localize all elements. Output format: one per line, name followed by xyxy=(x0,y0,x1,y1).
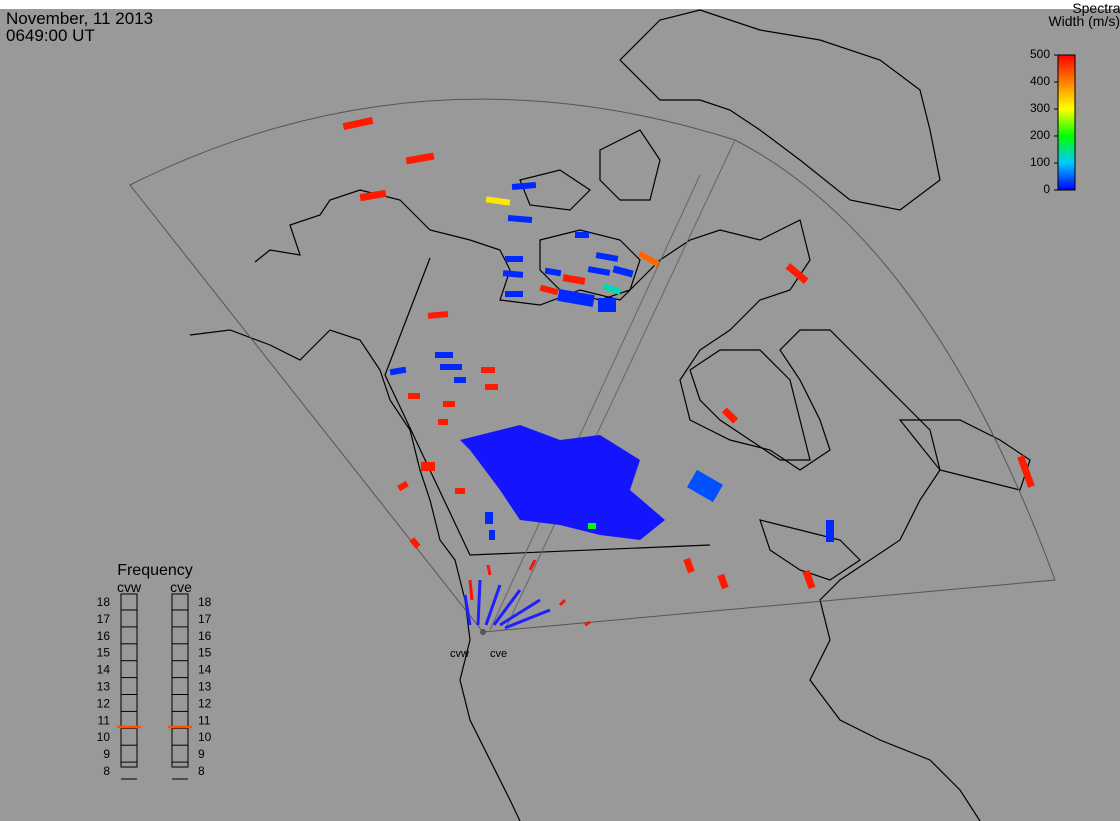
echo xyxy=(683,557,695,574)
echo xyxy=(721,407,739,424)
frequency-tick-label: 15 xyxy=(97,646,111,660)
frequency-tick-label: 8 xyxy=(198,764,205,778)
echo xyxy=(359,189,387,202)
echo xyxy=(485,196,511,206)
echo xyxy=(1017,455,1035,488)
echo xyxy=(489,530,495,540)
frequency-column xyxy=(171,593,189,768)
echo xyxy=(427,311,449,319)
echo xyxy=(717,573,729,590)
frequency-tick-label: 14 xyxy=(97,663,111,677)
echo xyxy=(505,291,523,297)
frequency-tick-label: 17 xyxy=(198,612,212,626)
echo xyxy=(612,265,634,278)
colorbar-tick-label: 0 xyxy=(1043,182,1050,196)
colorbar-tick-label: 400 xyxy=(1030,74,1050,88)
echo xyxy=(409,537,421,549)
colorbar xyxy=(1057,54,1076,191)
colorbar-tick-label: 200 xyxy=(1030,128,1050,142)
echo xyxy=(507,214,533,224)
echo xyxy=(562,274,586,285)
echo xyxy=(575,232,589,238)
echo xyxy=(389,366,407,376)
frequency-tick-label: 16 xyxy=(97,629,111,643)
frequency-radar: cve xyxy=(170,579,192,595)
frequency-tick-label: 18 xyxy=(198,595,212,609)
echo xyxy=(435,352,453,358)
colorbar-tick-label: 300 xyxy=(1030,101,1050,115)
field-of-view xyxy=(129,98,1056,633)
frequency-tick-label: 16 xyxy=(198,629,212,643)
echo xyxy=(544,267,562,277)
colorbar-title: Spectral xyxy=(1072,0,1120,16)
echo xyxy=(502,270,524,278)
echo xyxy=(826,520,834,542)
echo xyxy=(539,284,559,296)
echo xyxy=(438,419,448,425)
echo xyxy=(557,288,595,308)
date: November, 11 2013 xyxy=(6,9,153,28)
time: 0649:00 UT xyxy=(6,26,95,45)
colorbar-tick-label: 500 xyxy=(1030,47,1050,61)
radar-site xyxy=(480,629,486,635)
echo xyxy=(485,384,498,390)
echo xyxy=(602,283,622,295)
frequency-tick-label: 8 xyxy=(103,764,110,778)
frequency-tick-label: 13 xyxy=(198,680,212,694)
frequency-tick-label: 11 xyxy=(198,713,211,727)
frequency-tick-label: 10 xyxy=(97,730,111,744)
echo xyxy=(802,569,816,590)
echo xyxy=(454,377,466,383)
frequency-tick-label: 14 xyxy=(198,663,212,677)
echo xyxy=(588,523,596,529)
top-strip xyxy=(0,0,1120,9)
frequency-column xyxy=(120,593,138,768)
echo xyxy=(443,401,455,407)
frequency-tick-label: 17 xyxy=(97,612,111,626)
echo xyxy=(637,250,661,268)
frequency-tick-label: 12 xyxy=(198,696,212,710)
radar-label: cvw xyxy=(450,648,469,660)
echo xyxy=(405,152,435,165)
frequency-tick-label: 10 xyxy=(198,730,212,744)
echo xyxy=(587,266,611,276)
frequency-tick-label: 11 xyxy=(98,713,111,727)
echo xyxy=(785,263,809,284)
echo xyxy=(397,480,409,492)
frequency-tick-label: 9 xyxy=(198,747,205,761)
frequency-radar: cvw xyxy=(117,579,142,595)
frequency-tick-label: 15 xyxy=(198,646,212,660)
radar-label: cve xyxy=(490,648,507,660)
echo xyxy=(485,512,493,524)
echo xyxy=(511,181,537,191)
frequency-tick-label: 9 xyxy=(103,747,110,761)
frequency-title: Frequency xyxy=(117,562,193,579)
echo xyxy=(455,488,465,494)
frequency-tick-label: 18 xyxy=(97,595,111,609)
frequency-tick-label: 13 xyxy=(97,680,111,694)
colorbar-title: Width (m/s) xyxy=(1048,13,1120,29)
echo xyxy=(440,364,462,370)
frequency-tick-label: 12 xyxy=(97,696,111,710)
echo-region xyxy=(460,425,665,540)
coastlines xyxy=(189,9,1031,821)
echo xyxy=(481,367,495,373)
echo xyxy=(408,393,420,399)
echo xyxy=(421,462,435,471)
echo xyxy=(687,469,723,503)
echo xyxy=(342,116,374,131)
echo xyxy=(505,256,523,262)
echo xyxy=(598,298,616,312)
echo xyxy=(595,252,619,262)
colorbar-tick-label: 100 xyxy=(1030,155,1050,169)
near-range-echoes xyxy=(463,559,591,630)
